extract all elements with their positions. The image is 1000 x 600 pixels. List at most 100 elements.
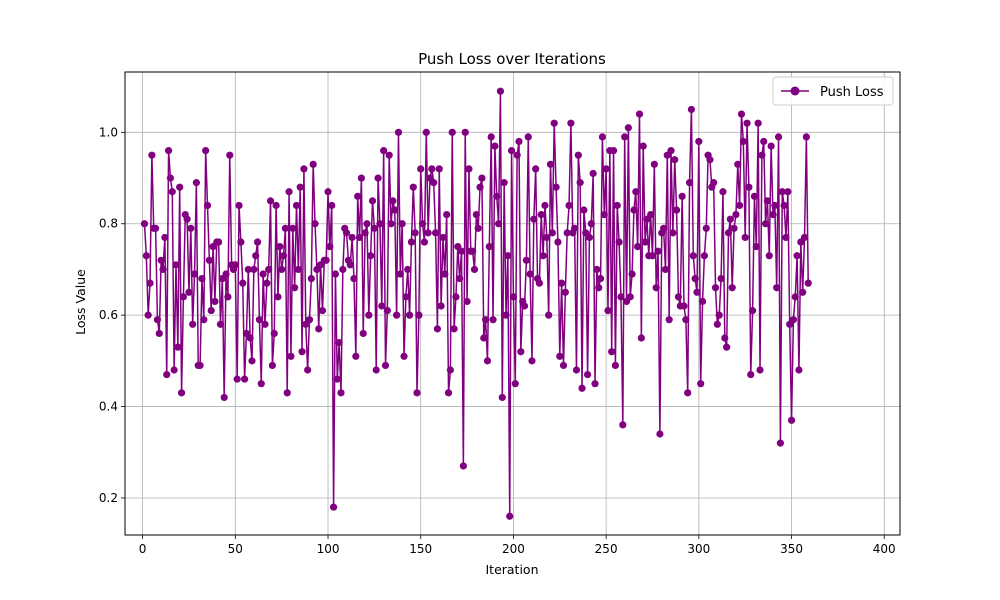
data-point [482, 316, 490, 324]
y-axis-ticks: 0.2 0.4 0.6 0.8 1.0 [99, 125, 125, 505]
data-point [431, 229, 440, 237]
data-point [689, 252, 697, 260]
data-point [593, 265, 601, 274]
data-point [567, 119, 575, 127]
data-point [737, 110, 746, 118]
data-point [415, 311, 423, 319]
data-point [255, 316, 264, 324]
data-point [776, 439, 785, 447]
data-point [179, 293, 187, 301]
data-point [239, 279, 247, 287]
y-tick-label: 0.8 [99, 217, 118, 231]
data-point [266, 197, 275, 205]
x-axis-ticks: 0 50 100 150 200 250 300 350 400 [139, 535, 896, 556]
data-point [504, 252, 512, 260]
data-point [292, 201, 301, 210]
data-point [144, 311, 152, 319]
data-point [185, 288, 193, 296]
data-point [576, 179, 584, 187]
data-point [289, 224, 297, 232]
data-point [411, 229, 419, 237]
data-point [339, 265, 347, 274]
data-point [543, 233, 551, 242]
data-point [558, 279, 566, 287]
data-point [326, 243, 334, 251]
data-point [367, 252, 375, 260]
data-point [585, 233, 594, 242]
data-point [615, 238, 623, 246]
data-point [782, 233, 790, 242]
data-point [713, 320, 721, 328]
data-point [433, 325, 442, 333]
y-tick-label: 0.4 [99, 400, 118, 414]
data-point [537, 211, 545, 219]
data-point [509, 293, 518, 301]
data-point [202, 147, 210, 155]
data-point [613, 201, 621, 210]
data-point [168, 188, 176, 196]
data-point [726, 215, 734, 223]
data-point [749, 306, 757, 315]
data-point [376, 220, 384, 228]
data-point [459, 462, 467, 470]
data-point [372, 366, 380, 374]
x-tick-label: 350 [780, 542, 803, 556]
data-point [424, 229, 432, 237]
data-point [446, 366, 454, 374]
data-point [283, 389, 291, 397]
grid-lines [125, 72, 900, 535]
data-point [545, 311, 553, 319]
data-point [350, 274, 358, 283]
data-point [215, 238, 223, 246]
data-point [524, 133, 532, 141]
data-point [632, 188, 640, 196]
data-point [250, 265, 258, 274]
data-point [563, 229, 571, 237]
data-point [583, 370, 592, 379]
data-point [678, 192, 686, 200]
data-point [359, 329, 367, 338]
data-point [430, 179, 438, 187]
data-point [174, 343, 182, 351]
data-point [652, 284, 660, 292]
data-point [333, 375, 341, 383]
data-point [485, 243, 493, 251]
data-point [183, 215, 191, 223]
data-point [628, 270, 636, 278]
data-point [548, 229, 556, 237]
data-point [363, 220, 371, 228]
data-point [791, 293, 799, 301]
x-tick-label: 0 [139, 542, 147, 556]
data-point [491, 142, 499, 150]
data-point [600, 211, 608, 219]
data-point [272, 201, 280, 210]
data-point [647, 211, 655, 219]
data-point [693, 288, 701, 296]
data-point [739, 137, 747, 146]
data-point [456, 274, 464, 283]
data-point [611, 361, 620, 370]
data-point [322, 256, 330, 264]
data-point [253, 238, 262, 246]
data-point [470, 265, 479, 274]
data-point [661, 265, 670, 274]
y-axis-title: Loss Value [73, 269, 88, 335]
legend-label: Push Loss [820, 85, 884, 100]
data-point [337, 389, 345, 397]
data-point [287, 352, 295, 360]
data-point [435, 165, 443, 173]
data-point [226, 151, 234, 159]
data-point [682, 316, 690, 324]
plot-area-frame [124, 71, 901, 536]
data-point [365, 311, 373, 319]
data-point [626, 293, 634, 301]
data-point [656, 430, 664, 438]
data-point [669, 229, 677, 237]
data-point [591, 380, 599, 388]
data-point [285, 188, 293, 196]
data-point [498, 393, 506, 402]
x-tick-label: 300 [687, 542, 710, 556]
data-point [517, 348, 525, 356]
data-point [200, 316, 208, 324]
data-point [526, 270, 534, 278]
